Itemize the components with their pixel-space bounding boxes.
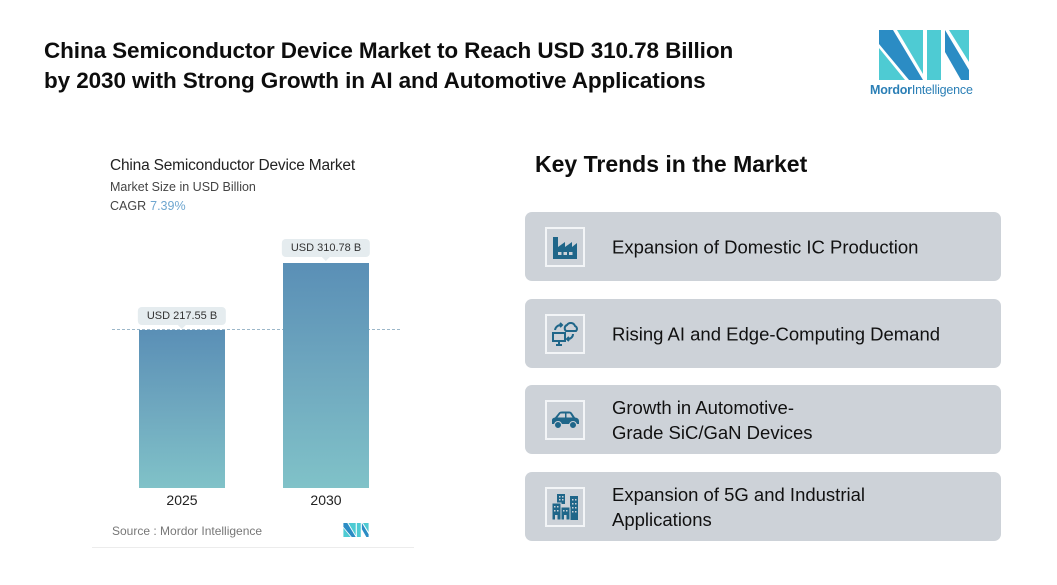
bar-2030 xyxy=(283,263,369,488)
bar-2025-value-label: USD 217.55 B xyxy=(137,307,227,329)
market-size-chart-card: China Semiconductor Device Market Market… xyxy=(92,140,414,548)
page-headline: China Semiconductor Device Market to Rea… xyxy=(44,36,844,96)
x-tick-2030: 2030 xyxy=(310,492,342,508)
key-trends-title: Key Trends in the Market xyxy=(535,151,808,177)
chart-subtitle: Market Size in USD Billion xyxy=(110,180,256,194)
trend-label-line: Rising AI and Edge-Computing Demand xyxy=(612,323,941,344)
trend-icon-box xyxy=(545,486,585,527)
buildings-icon xyxy=(551,493,578,520)
chart-cagr: CAGR 7.39% xyxy=(110,199,186,213)
logo-wordmark: MordorIntelligence xyxy=(870,83,973,97)
trend-icon-box xyxy=(545,226,585,267)
cloud-computing-icon xyxy=(552,321,578,346)
trend-label-line: Expansion of 5G and Industrial xyxy=(612,483,865,505)
factory-icon xyxy=(553,236,577,259)
trend-card-5g-industrial: Expansion of 5G and Industrial Applicati… xyxy=(525,472,1001,541)
headline-line-1: China Semiconductor Device Market to Rea… xyxy=(44,38,734,63)
mini-mordor-logo-icon xyxy=(343,523,369,537)
bar-chart-plot: USD 217.55 B USD 310.78 B 2025 2030 xyxy=(110,230,400,508)
trend-label-line: Grade SiC/GaN Devices xyxy=(612,421,813,443)
mordor-intelligence-logo: MordorIntelligence xyxy=(870,30,985,102)
trend-card-domestic-ic: Expansion of Domestic IC Production xyxy=(525,212,1001,281)
reference-dashed-line xyxy=(112,329,400,330)
trend-label: Rising AI and Edge-Computing Demand xyxy=(612,321,992,346)
cagr-value: 7.39% xyxy=(150,199,186,213)
bar-2030-value-label: USD 310.78 B xyxy=(281,239,371,261)
trend-icon-box xyxy=(545,399,585,440)
trend-icon-box xyxy=(545,313,585,354)
card-bottom-rule xyxy=(92,547,414,548)
trend-label-line: Applications xyxy=(612,508,712,530)
trend-label: Expansion of 5G and Industrial Applicati… xyxy=(612,482,992,532)
logo-brand-bold: Mordor xyxy=(870,83,912,97)
trend-label: Growth in Automotive- Grade SiC/GaN Devi… xyxy=(612,395,992,445)
cagr-label: CAGR xyxy=(110,199,147,213)
chart-title: China Semiconductor Device Market xyxy=(110,157,355,174)
chart-source: Source : Mordor Intelligence xyxy=(112,524,263,538)
trend-card-ai-edge: Rising AI and Edge-Computing Demand xyxy=(525,299,1001,368)
trend-label-line: Expansion of Domestic IC Production xyxy=(612,236,919,257)
bar-2025 xyxy=(139,330,225,488)
logo-brand-light: Intelligence xyxy=(911,83,973,97)
car-icon xyxy=(552,411,579,429)
mordor-logo-mark-icon xyxy=(879,30,969,80)
trend-card-automotive: Growth in Automotive- Grade SiC/GaN Devi… xyxy=(525,385,1001,454)
trend-label: Expansion of Domestic IC Production xyxy=(612,234,992,259)
headline-line-2: by 2030 with Strong Growth in AI and Aut… xyxy=(44,68,706,93)
x-tick-2025: 2025 xyxy=(166,492,198,508)
trend-label-line: Growth in Automotive- xyxy=(612,396,794,418)
